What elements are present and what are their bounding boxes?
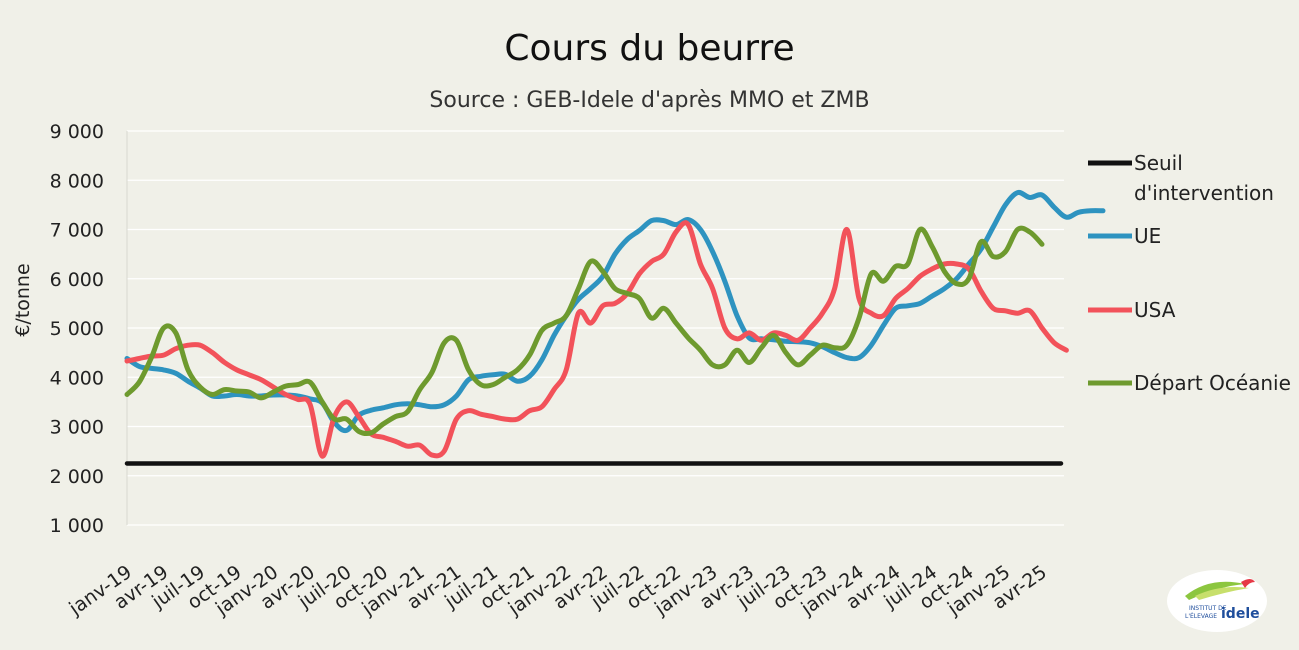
usa-line xyxy=(124,220,1069,459)
oceanie-line xyxy=(124,225,1045,437)
y-tick-label: 4 000 xyxy=(50,367,104,389)
legend: Seuil d'intervention UE USA Départ Océanie xyxy=(1088,151,1291,395)
svg-text:L'ÉLEVAGE: L'ÉLEVAGE xyxy=(1185,612,1217,620)
svg-text:idele: idele xyxy=(1221,606,1260,622)
chart-subtitle: Source : GEB-Idele d'après MMO et ZMB xyxy=(429,88,870,113)
y-tick-label: 7 000 xyxy=(50,220,104,242)
series-lines xyxy=(124,189,1106,466)
y-axis-ticks: 1 000 2 000 3 000 4 000 5 000 6 000 7 000 8 000… xyxy=(50,121,104,537)
y-tick-label: 3 000 xyxy=(50,417,104,439)
idele-logo: INSTITUT DE L'ÉLEVAGE idele xyxy=(1167,570,1267,632)
y-tick-label: 9 000 xyxy=(50,121,104,143)
y-tick-label: 1 000 xyxy=(50,515,104,537)
y-tick-label: 6 000 xyxy=(50,269,104,291)
chart-title: Cours du beurre xyxy=(504,28,795,69)
y-axis-label: €/tonne xyxy=(12,263,34,336)
legend-label: Départ Océanie xyxy=(1134,371,1291,395)
legend-label: UE xyxy=(1134,224,1161,248)
y-tick-label: 8 000 xyxy=(50,170,104,192)
svg-text:INSTITUT DE: INSTITUT DE xyxy=(1189,605,1227,612)
gridlines xyxy=(126,130,1064,526)
y-tick-label: 5 000 xyxy=(50,318,104,340)
legend-label: USA xyxy=(1134,298,1176,322)
x-axis-ticks: janv-19avr-19juil-19oct-19janv-20avr-20j… xyxy=(64,561,1050,620)
y-tick-label: 2 000 xyxy=(50,466,104,488)
legend-label: Seuil d'intervention xyxy=(1134,151,1274,205)
ue-line xyxy=(124,189,1106,434)
